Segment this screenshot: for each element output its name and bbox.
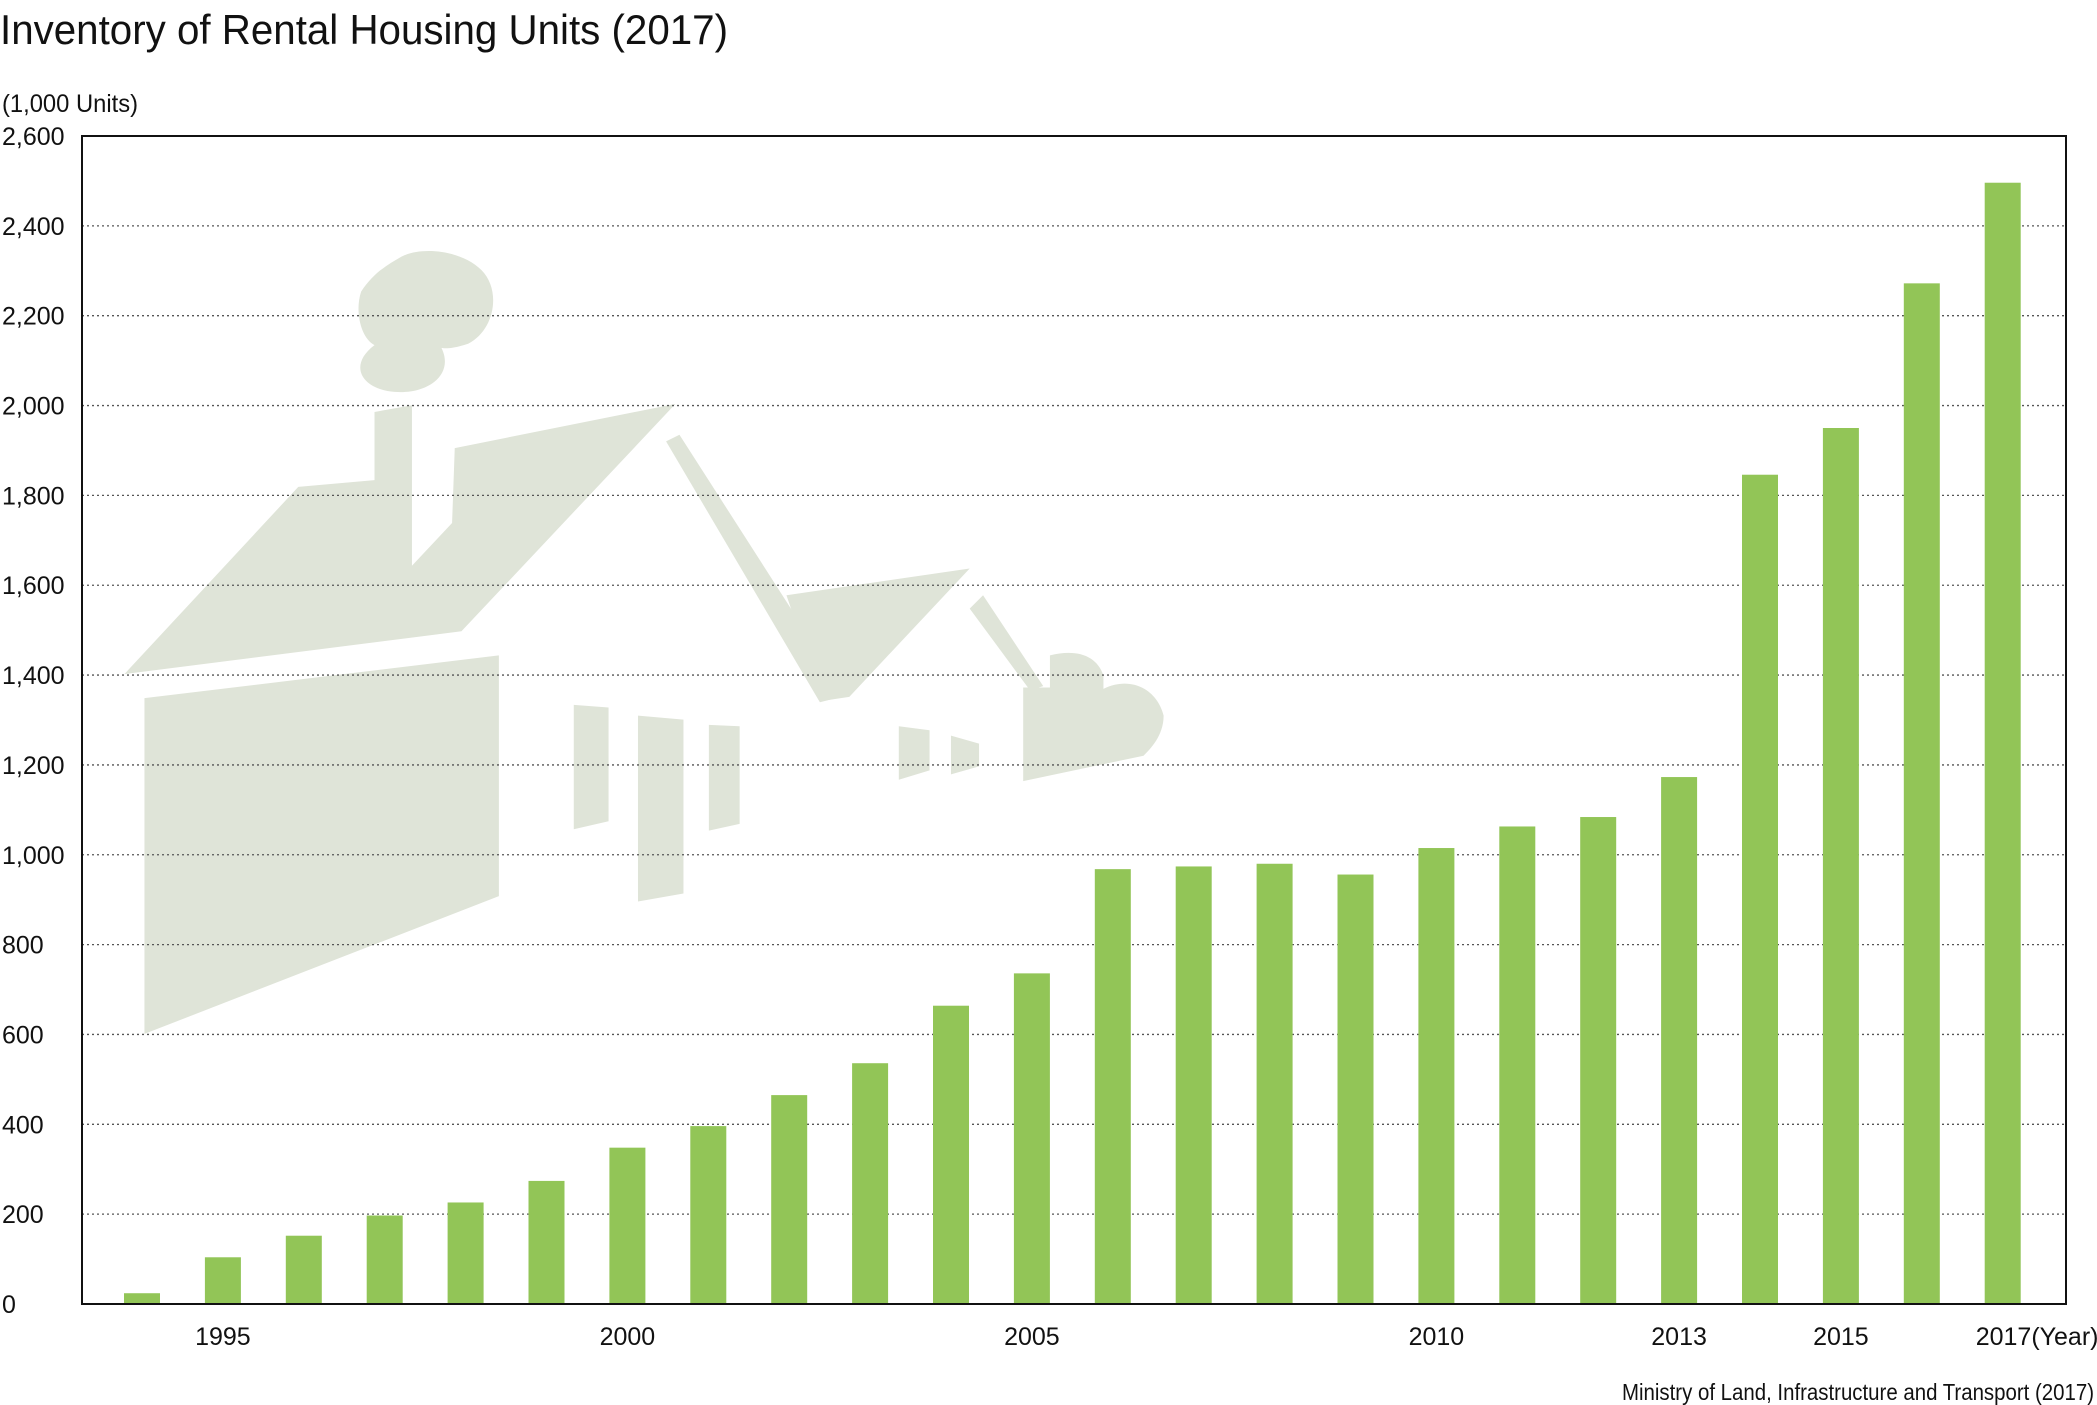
bar-2011 bbox=[1499, 826, 1536, 1304]
y-tick-label: 1,000 bbox=[2, 842, 65, 870]
bar-1999 bbox=[528, 1180, 565, 1304]
bar-2016 bbox=[1903, 283, 1940, 1305]
chart-title: Inventory of Rental Housing Units (2017) bbox=[0, 6, 728, 53]
bar-1998 bbox=[447, 1202, 484, 1304]
x-tick-label: 2017(Year) bbox=[1976, 1323, 2097, 1351]
y-tick-label: 1,800 bbox=[2, 482, 65, 510]
bar-2017 bbox=[1984, 182, 2021, 1305]
y-tick-label: 400 bbox=[2, 1111, 44, 1139]
y-axis-unit-label: (1,000 Units) bbox=[2, 90, 138, 118]
house-illustration bbox=[124, 251, 1164, 1034]
x-tick-label: 2015 bbox=[1813, 1323, 1869, 1351]
x-tick-label: 2000 bbox=[600, 1323, 656, 1351]
bar-2000 bbox=[609, 1147, 646, 1304]
y-tick-label: 2,200 bbox=[2, 303, 65, 331]
x-tick-label: 2010 bbox=[1409, 1323, 1465, 1351]
x-tick-label: 1995 bbox=[195, 1323, 251, 1351]
y-tick-label: 800 bbox=[2, 932, 44, 960]
bar-2009 bbox=[1337, 874, 1374, 1304]
y-tick-label: 2,400 bbox=[2, 213, 65, 241]
bar-2004 bbox=[933, 1005, 969, 1304]
bar-2014 bbox=[1742, 474, 1778, 1305]
bar-2015 bbox=[1822, 428, 1859, 1304]
y-tick-label: 2,000 bbox=[2, 393, 65, 421]
bar-2002 bbox=[771, 1095, 808, 1304]
plot-frame bbox=[81, 135, 2067, 1305]
bar-1995 bbox=[204, 1257, 241, 1304]
bar-2003 bbox=[852, 1063, 889, 1304]
x-tick-label: 2013 bbox=[1651, 1323, 1707, 1351]
bar-2010 bbox=[1418, 848, 1455, 1304]
bar-2006 bbox=[1094, 869, 1131, 1304]
y-tick-label: 600 bbox=[2, 1021, 44, 1049]
bar-1996 bbox=[285, 1235, 322, 1304]
source-note: Ministry of Land, Infrastructure and Tra… bbox=[1622, 1379, 2094, 1405]
bar-2008 bbox=[1256, 863, 1293, 1304]
y-axis-ticks: 0 200 400 600 800 1,000 1,200 1,400 1,600 1,800 2,… bbox=[2, 123, 65, 1319]
y-tick-label: 0 bbox=[2, 1291, 16, 1319]
bar-2013 bbox=[1661, 777, 1698, 1304]
bar-2007 bbox=[1175, 866, 1212, 1304]
bar-1997 bbox=[366, 1215, 403, 1304]
y-tick-label: 1,600 bbox=[2, 572, 65, 600]
y-tick-label: 1,200 bbox=[2, 752, 65, 780]
bar-1994 bbox=[124, 1293, 160, 1304]
bar-2012 bbox=[1580, 817, 1617, 1304]
y-tick-label: 200 bbox=[2, 1201, 44, 1229]
x-axis-unit-label: (Year) bbox=[2031, 1323, 2097, 1351]
y-tick-label: 1,400 bbox=[2, 662, 65, 690]
bar-2005 bbox=[1013, 973, 1050, 1304]
x-tick-label: 2005 bbox=[1004, 1323, 1060, 1351]
x-axis-ticks: 1995 2000 2005 2010 2013 2015 2017(Year) bbox=[195, 1323, 2097, 1351]
bars bbox=[124, 182, 2021, 1305]
bar-2001 bbox=[690, 1126, 727, 1304]
y-tick-label: 2,600 bbox=[2, 123, 65, 151]
